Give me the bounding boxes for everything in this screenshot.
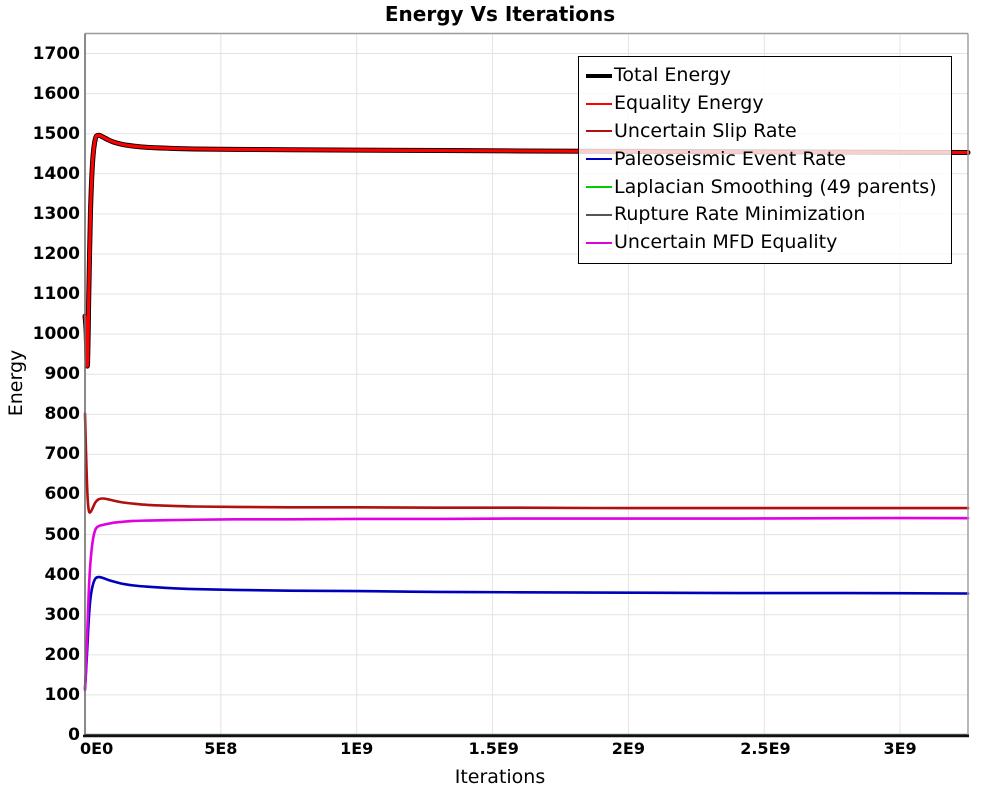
y-tick-label: 300 xyxy=(44,604,81,625)
x-tick-label: 2E9 xyxy=(611,739,645,758)
legend-color-swatch-icon xyxy=(586,118,612,146)
y-tick-label: 600 xyxy=(44,484,81,505)
x-tick-label: 0E0 xyxy=(80,739,114,758)
chart-legend: Total Energy Equality Energy Uncertain Sli… xyxy=(578,56,952,264)
y-tick-label: 500 xyxy=(44,524,81,545)
legend-item[interactable]: Laplacian Smoothing (49 parents) xyxy=(586,173,943,201)
legend-color-swatch-icon xyxy=(586,201,612,229)
x-tick-label: 1E9 xyxy=(340,739,374,758)
series-line xyxy=(83,516,970,692)
y-tick-label: 400 xyxy=(44,564,81,585)
x-tick-label: 1.5E9 xyxy=(468,739,519,758)
legend-item[interactable]: Uncertain Slip Rate xyxy=(586,118,943,146)
y-tick-label: 100 xyxy=(44,684,81,705)
y-tick-label: 1100 xyxy=(32,284,80,305)
legend-item[interactable]: Equality Energy xyxy=(586,90,943,118)
y-tick-label: 200 xyxy=(44,644,81,665)
legend-item-label: Rupture Rate Minimization xyxy=(614,203,866,226)
legend-item-label: Total Energy xyxy=(614,64,731,87)
y-tick-label: 1200 xyxy=(32,243,80,264)
legend-item[interactable]: Rupture Rate Minimization xyxy=(586,201,943,229)
y-axis-tick-labels: 0 100 200 300 400 500 600 700 800 900 1000 1100 1200… xyxy=(4,0,80,800)
y-tick-label: 700 xyxy=(44,444,81,465)
legend-item[interactable]: Paleoseismic Event Rate xyxy=(586,145,943,173)
y-tick-label: 1300 xyxy=(32,203,80,224)
y-tick-label: 1000 xyxy=(32,324,80,345)
y-tick-label: 1500 xyxy=(32,123,80,144)
legend-color-swatch-icon xyxy=(586,62,612,90)
y-tick-label: 0 xyxy=(68,725,80,745)
legend-item-label: Uncertain MFD Equality xyxy=(614,231,838,254)
legend-item-label: Uncertain Slip Rate xyxy=(614,119,797,142)
x-tick-label: 5E8 xyxy=(204,739,238,758)
y-tick-label: 800 xyxy=(44,404,81,425)
y-axis-label: Energy xyxy=(5,349,27,417)
chart-title: Energy Vs Iterations xyxy=(384,2,616,26)
legend-item[interactable]: Total Energy xyxy=(586,62,943,90)
y-tick-label: 1600 xyxy=(32,83,80,104)
series-line xyxy=(83,412,970,514)
x-tick-label: 2.5E9 xyxy=(740,739,791,758)
legend-color-swatch-icon xyxy=(586,173,612,201)
legend-item-label: Paleoseismic Event Rate xyxy=(614,147,846,170)
legend-color-swatch-icon xyxy=(586,229,612,257)
y-tick-label: 1700 xyxy=(32,43,80,64)
series-line xyxy=(83,575,970,691)
legend-color-swatch-icon xyxy=(586,145,612,173)
x-axis-label: Iterations xyxy=(454,766,546,788)
legend-item-label: Laplacian Smoothing (49 parents) xyxy=(614,175,937,198)
legend-item[interactable]: Uncertain MFD Equality xyxy=(586,229,943,257)
y-tick-label: 1400 xyxy=(32,163,80,184)
x-tick-label: 3E9 xyxy=(883,739,917,758)
y-tick-label: 900 xyxy=(44,364,81,385)
legend-color-swatch-icon xyxy=(586,90,612,118)
legend-item-label: Equality Energy xyxy=(614,92,764,115)
